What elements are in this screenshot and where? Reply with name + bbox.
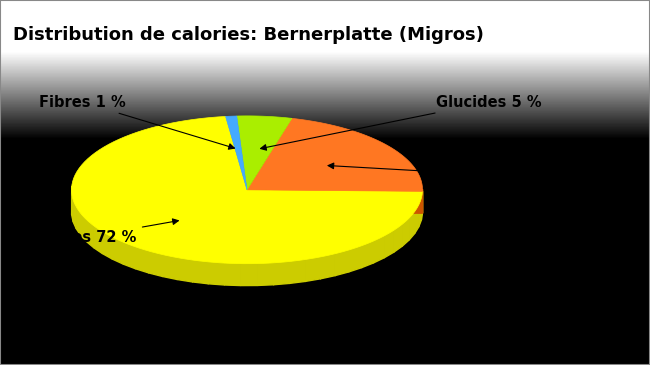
Polygon shape [209, 262, 224, 285]
Polygon shape [72, 116, 422, 264]
Polygon shape [421, 191, 422, 220]
Text: Fibres 1 %: Fibres 1 % [39, 95, 235, 149]
Polygon shape [247, 190, 422, 213]
Polygon shape [103, 232, 112, 259]
Polygon shape [247, 190, 422, 213]
Polygon shape [402, 218, 409, 246]
Polygon shape [237, 116, 292, 190]
Polygon shape [274, 261, 289, 285]
Polygon shape [81, 213, 86, 242]
Polygon shape [192, 260, 209, 284]
Polygon shape [289, 260, 305, 283]
Text: Distribution de calories: Bernerplatte (Migros): Distribution de calories: Bernerplatte (… [13, 26, 484, 43]
Polygon shape [177, 258, 192, 282]
Polygon shape [149, 251, 162, 277]
Polygon shape [419, 198, 421, 227]
Text: Protéines 21 %: Protéines 21 % [328, 163, 560, 183]
Polygon shape [72, 193, 73, 222]
Polygon shape [94, 226, 103, 254]
Polygon shape [320, 254, 335, 279]
Text: © vitahoy.ch: © vitahoy.ch [13, 341, 84, 350]
Text: Glucides 5 %: Glucides 5 % [261, 95, 541, 150]
Polygon shape [124, 242, 136, 269]
Polygon shape [86, 220, 94, 248]
Polygon shape [73, 200, 76, 228]
Polygon shape [335, 250, 348, 276]
Polygon shape [409, 212, 415, 240]
Polygon shape [224, 263, 240, 285]
Polygon shape [226, 116, 247, 190]
Polygon shape [240, 264, 257, 285]
Polygon shape [162, 255, 177, 280]
Polygon shape [257, 263, 274, 285]
Polygon shape [415, 205, 419, 234]
Polygon shape [112, 237, 124, 264]
Polygon shape [247, 118, 422, 191]
Polygon shape [76, 207, 81, 235]
Polygon shape [384, 230, 394, 258]
Polygon shape [305, 257, 320, 281]
Polygon shape [361, 241, 373, 268]
Polygon shape [136, 247, 149, 273]
Polygon shape [394, 224, 402, 252]
Text: Lipides 72 %: Lipides 72 % [32, 219, 178, 245]
Polygon shape [348, 246, 361, 272]
Polygon shape [373, 236, 384, 263]
